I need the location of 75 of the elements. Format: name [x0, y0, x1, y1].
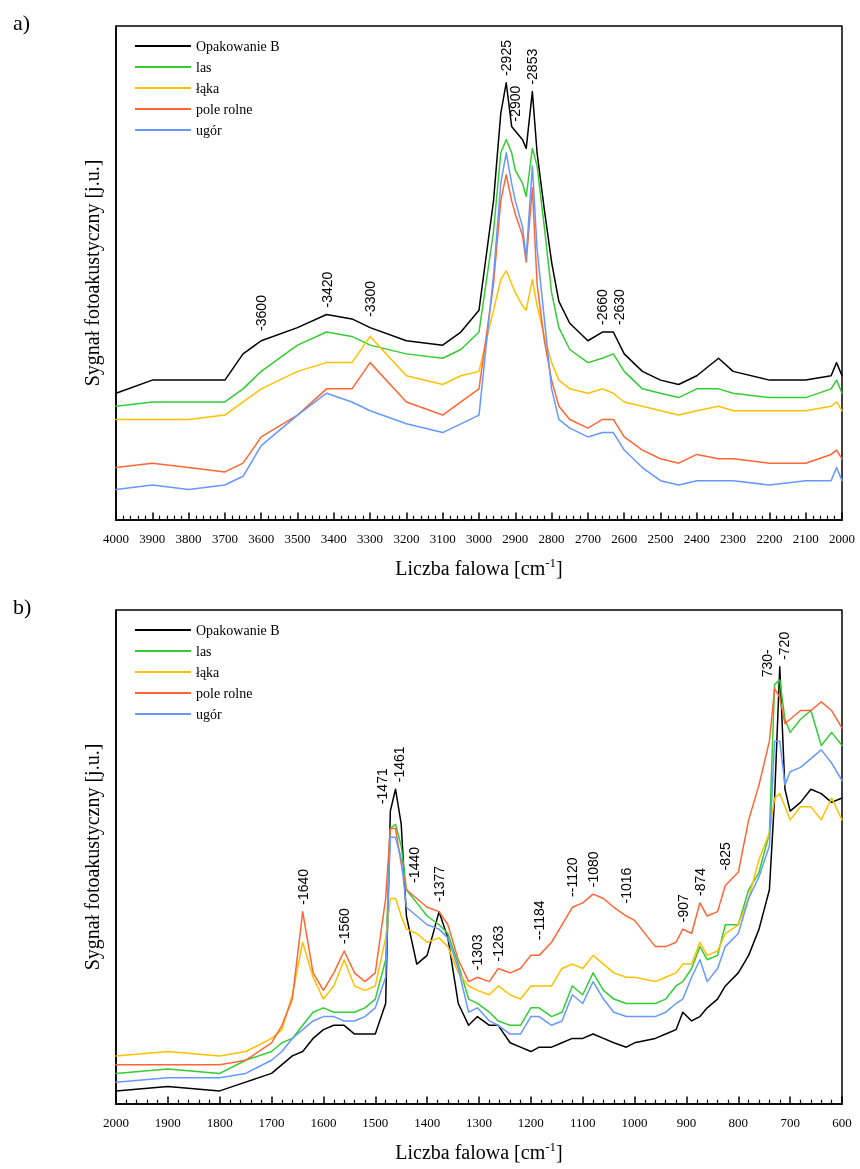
annotation: -874 — [691, 867, 708, 896]
x-tick-label: 2300 — [720, 531, 747, 546]
annotation: -2900 — [507, 85, 524, 122]
x-tick-label: 700 — [780, 1115, 800, 1130]
chart-title: a) — [13, 9, 31, 35]
x-tick-label: 3300 — [357, 531, 384, 546]
x-tick-label: 1500 — [362, 1115, 389, 1130]
x-tick-label: 2900 — [502, 531, 529, 546]
annotation: -1461 — [391, 746, 408, 783]
annotation: -3420 — [318, 271, 335, 308]
x-tick-label: 4000 — [103, 531, 129, 546]
annotation: -1080 — [585, 851, 602, 888]
legend-label: pole rolne — [196, 685, 253, 701]
legend-label: Opakowanie B — [196, 622, 280, 638]
annotation: 730- — [758, 648, 775, 678]
x-tick-label: 2500 — [647, 531, 674, 546]
legend-label: łąka — [196, 664, 221, 680]
annotation: -3300 — [362, 280, 379, 317]
x-tick-label: 1000 — [621, 1115, 648, 1130]
x-tick-label: 3600 — [248, 531, 275, 546]
annotation: -907 — [674, 893, 691, 923]
x-tick-label: 3100 — [429, 531, 456, 546]
x-tick-label: 2200 — [756, 531, 783, 546]
x-tick-label: 600 — [832, 1115, 852, 1130]
legend-label: łąka — [196, 80, 221, 96]
x-tick-label: 1700 — [258, 1115, 285, 1130]
x-tick-label: 3800 — [175, 531, 202, 546]
x-tick-label: 1900 — [154, 1115, 181, 1130]
x-tick-label: 3400 — [320, 531, 347, 546]
annotation: -3600 — [253, 294, 270, 331]
legend-label: Opakowanie B — [196, 38, 280, 54]
legend-label: las — [196, 59, 212, 75]
annotation: -825 — [717, 842, 734, 871]
x-tick-label: 2600 — [611, 531, 638, 546]
x-tick-label: 2400 — [683, 531, 710, 546]
annotation: -1560 — [336, 907, 353, 944]
annotation: -2925 — [498, 39, 515, 76]
y-axis-title: Sygnał fotoakustyczny [j.u.] — [81, 159, 104, 387]
x-tick-label: 2700 — [574, 531, 601, 546]
x-tick-label: 3900 — [139, 531, 166, 546]
annotation: -2630 — [611, 289, 628, 326]
x-tick-label: 3500 — [284, 531, 311, 546]
y-axis-title: Sygnał fotoakustyczny [j.u.] — [81, 743, 104, 971]
legend-label: ugór — [196, 706, 222, 722]
annotation: -1263 — [490, 925, 507, 962]
legend-label: las — [196, 643, 212, 659]
x-tick-label: 800 — [728, 1115, 749, 1130]
x-tick-label: 1100 — [569, 1115, 596, 1130]
annotation: -1016 — [618, 867, 635, 904]
x-tick-label: 1400 — [414, 1115, 441, 1130]
x-tick-label: 2000 — [829, 531, 855, 546]
annotation: -720 — [775, 631, 792, 660]
x-tick-label: 3700 — [211, 531, 238, 546]
x-tick-label: 1600 — [310, 1115, 337, 1130]
x-tick-label: 1300 — [466, 1115, 492, 1130]
annotation: -1303 — [469, 934, 486, 971]
x-tick-label: 2100 — [792, 531, 819, 546]
x-tick-label: 1200 — [517, 1115, 544, 1130]
annotation: -1440 — [406, 846, 423, 883]
annotation: --1184 — [531, 900, 548, 940]
legend-label: pole rolne — [196, 101, 253, 117]
x-tick-label: 2800 — [538, 531, 565, 546]
legend-label: ugór — [196, 122, 222, 138]
x-tick-label: 3200 — [393, 531, 420, 546]
x-tick-label: 900 — [676, 1115, 697, 1130]
annotation: -2660 — [594, 289, 611, 326]
x-tick-label: 3000 — [466, 531, 492, 546]
annotation: -2853 — [524, 48, 541, 85]
annotation: -1377 — [431, 865, 448, 902]
annotation: -1471 — [374, 768, 391, 805]
chart-title: b) — [13, 593, 32, 619]
annotation: -1640 — [294, 868, 311, 905]
x-tick-label: 2000 — [103, 1115, 129, 1130]
annotation: --1120 — [564, 857, 581, 897]
x-tick-label: 1800 — [206, 1115, 233, 1130]
